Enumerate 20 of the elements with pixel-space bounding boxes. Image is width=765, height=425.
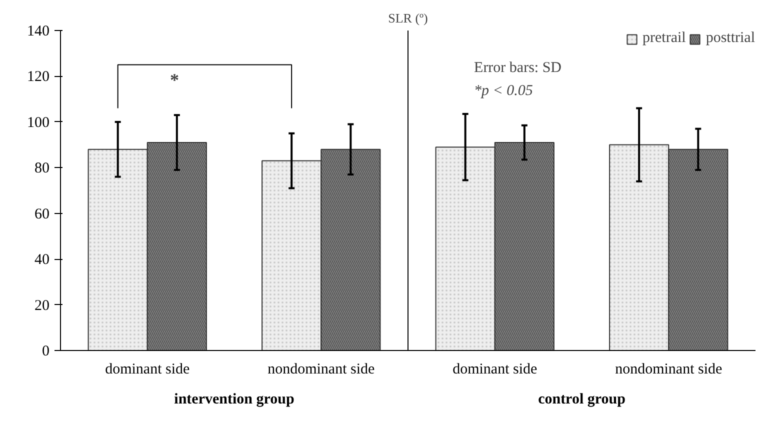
- legend-label: pretrail: [642, 30, 686, 47]
- x-tick-label: dominant side: [452, 362, 538, 378]
- chart-title: SLR (º): [388, 10, 428, 26]
- annotation: Error bars: SD: [474, 60, 562, 76]
- x-tick-label: nondominant side: [268, 362, 376, 378]
- annotation: *p < 0.05: [474, 83, 534, 100]
- y-tick-label: 40: [34, 252, 50, 268]
- y-tick-label: 20: [34, 298, 50, 314]
- y-tick-label: 0: [42, 344, 50, 360]
- y-tick-label: 60: [34, 206, 50, 222]
- text: control group: [538, 392, 626, 408]
- y-tick-label: 80: [34, 160, 50, 177]
- annotation: *: [170, 70, 179, 90]
- x-tick-label: dominant side: [105, 362, 190, 378]
- y-tick-label: 140: [27, 24, 50, 40]
- y-tick-label: 100: [27, 114, 50, 131]
- legend-label: posttrial: [706, 30, 755, 47]
- text: intervention group: [174, 392, 294, 408]
- x-tick-label: nondominant side: [615, 362, 723, 378]
- y-tick-label: 120: [27, 69, 50, 86]
